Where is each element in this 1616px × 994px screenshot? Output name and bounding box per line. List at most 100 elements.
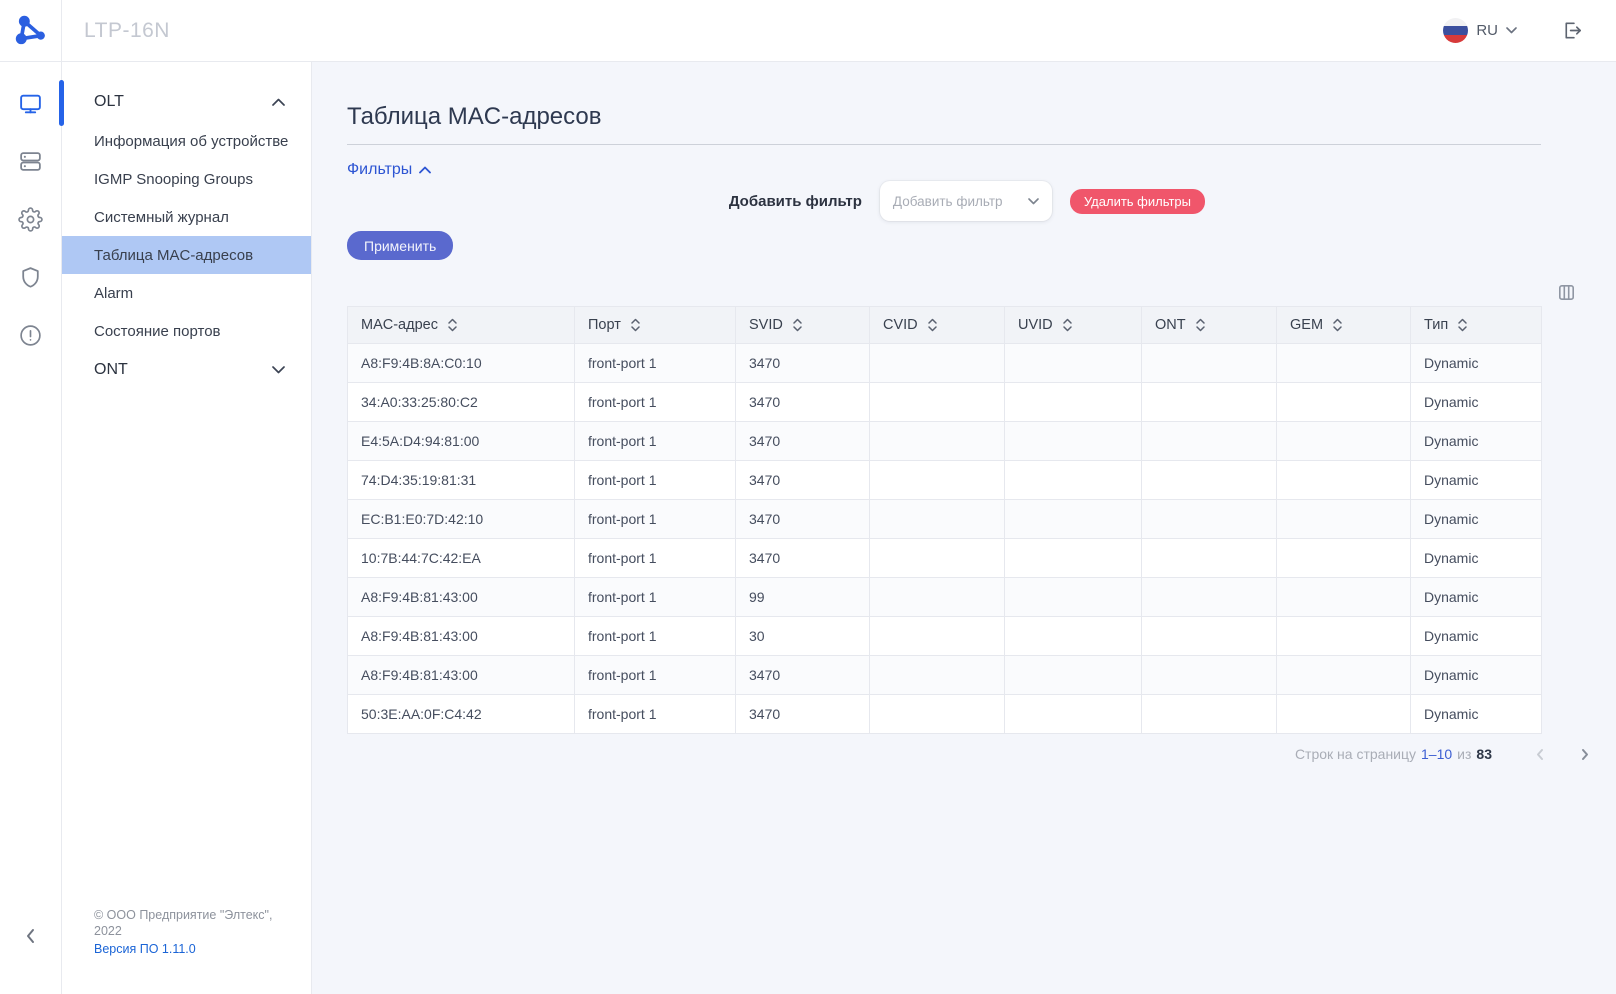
table-row: A8:F9:4B:81:43:00 front-port 1 30 Dynamic (347, 616, 1542, 656)
sidebar-item-таблица-mac-адресов[interactable]: Таблица MAC-адресов (62, 236, 311, 274)
cell-mac: EC:B1:E0:7D:42:10 (347, 499, 575, 539)
rows-per-page-label: Строк на страницу (1294, 746, 1417, 762)
table-header-row: MAC-адрес Порт SVID (347, 306, 1542, 344)
column-header-label: MAC-адрес (361, 317, 438, 333)
rail-item-security[interactable] (14, 260, 48, 294)
cell-type: Dynamic (1410, 538, 1542, 578)
cell-port: front-port 1 (574, 382, 736, 422)
cell-mac: A8:F9:4B:81:43:00 (347, 577, 575, 617)
column-header-type[interactable]: Тип (1410, 306, 1542, 344)
cell-gem (1276, 421, 1411, 461)
column-header-port[interactable]: Порт (574, 306, 736, 344)
cell-uvid (1004, 577, 1142, 617)
cell-type: Dynamic (1410, 655, 1542, 695)
column-header-label: ONT (1155, 317, 1186, 333)
cell-cvid (869, 655, 1005, 695)
column-header-svid[interactable]: SVID (735, 306, 870, 344)
cell-mac: 10:7B:44:7C:42:EA (347, 538, 575, 578)
cell-port: front-port 1 (574, 616, 736, 656)
chevron-down-icon (1506, 27, 1517, 34)
sidebar: OLT Информация об устройстве IGMP Snoopi… (62, 62, 312, 994)
next-page-button[interactable] (1578, 747, 1592, 762)
cell-cvid (869, 499, 1005, 539)
chevron-down-icon (272, 98, 285, 106)
cell-svid: 99 (735, 577, 870, 617)
sidebar-item-системный-журнал[interactable]: Системный журнал (62, 198, 311, 236)
rail-item-monitoring[interactable] (14, 80, 64, 126)
column-header-gem[interactable]: GEM (1276, 306, 1411, 344)
sidebar-item-состояние-портов[interactable]: Состояние портов (62, 312, 311, 350)
sidebar-item-alarm[interactable]: Alarm (62, 274, 311, 312)
rail-item-modules[interactable] (14, 144, 48, 178)
language-label: RU (1476, 22, 1498, 39)
sidebar-item-информация-об-устройстве[interactable]: Информация об устройстве (62, 122, 311, 160)
column-header-mac[interactable]: MAC-адрес (347, 306, 575, 344)
menu-section-label: OLT (94, 93, 124, 110)
collapse-sidebar-button[interactable] (23, 928, 38, 944)
sidebar-section-olt[interactable]: OLT (62, 82, 311, 122)
previous-page-button[interactable] (1533, 747, 1547, 762)
table-toolbar (347, 283, 1576, 302)
column-header-cvid[interactable]: CVID (869, 306, 1005, 344)
column-header-uvid[interactable]: UVID (1004, 306, 1142, 344)
cell-cvid (869, 577, 1005, 617)
chevron-down-icon (1028, 197, 1039, 204)
topbar-actions: RU (1443, 18, 1584, 43)
sort-icon (1195, 318, 1205, 332)
table-row: 10:7B:44:7C:42:EA front-port 1 3470 Dynamic (347, 538, 1542, 578)
cell-ont (1141, 343, 1277, 383)
cell-uvid (1004, 499, 1142, 539)
sidebar-section-ont[interactable]: ONT (62, 350, 311, 390)
cell-uvid (1004, 538, 1142, 578)
cell-svid: 3470 (735, 460, 870, 500)
menu-item-label: Информация об устройстве (94, 132, 289, 150)
cell-gem (1276, 460, 1411, 500)
logout-button[interactable] (1561, 19, 1584, 42)
column-header-label: CVID (883, 317, 918, 333)
cell-mac: A8:F9:4B:81:43:00 (347, 616, 575, 656)
cell-uvid (1004, 694, 1142, 734)
cell-ont (1141, 616, 1277, 656)
rail-item-settings[interactable] (14, 202, 48, 236)
column-header-label: GEM (1290, 317, 1324, 333)
sort-icon (1333, 318, 1342, 332)
cell-cvid (869, 538, 1005, 578)
cell-type: Dynamic (1410, 577, 1542, 617)
modules-icon (20, 151, 41, 171)
cell-port: front-port 1 (574, 694, 736, 734)
cell-uvid (1004, 655, 1142, 695)
pagination: Строк на страницу 1–10 из 83 (347, 746, 1592, 762)
cell-port: front-port 1 (574, 577, 736, 617)
sort-icon (631, 318, 640, 332)
table-row: A8:F9:4B:81:43:00 front-port 1 99 Dynamic (347, 577, 1542, 617)
language-switcher[interactable]: RU (1443, 18, 1517, 43)
apply-button[interactable]: Применить (347, 231, 454, 260)
remove-filters-button[interactable]: Удалить фильтры (1069, 188, 1205, 214)
firmware-version-link[interactable]: Версия ПО 1.11.0 (94, 942, 196, 957)
rail-item-alarms[interactable] (14, 318, 48, 352)
russia-flag-icon (1443, 18, 1469, 43)
cell-mac: A8:F9:4B:8A:C0:10 (347, 343, 575, 383)
sort-icon (1062, 318, 1072, 332)
cell-uvid (1004, 343, 1142, 383)
cell-port: front-port 1 (574, 655, 736, 695)
cell-type: Dynamic (1410, 460, 1542, 500)
app-title: LTP-16N (84, 18, 170, 42)
cell-ont (1141, 694, 1277, 734)
cell-type: Dynamic (1410, 382, 1542, 422)
add-filter-select[interactable]: Добавить фильтр (879, 181, 1052, 221)
cell-port: front-port 1 (574, 538, 736, 578)
of-label: из (1457, 746, 1472, 762)
table-row: EC:B1:E0:7D:42:10 front-port 1 3470 Dynamic (347, 499, 1542, 539)
filter-row: Добавить фильтр Добавить фильтр Удалить … (347, 181, 1541, 221)
cell-cvid (869, 694, 1005, 734)
cell-ont (1141, 499, 1277, 539)
cell-gem (1276, 343, 1411, 383)
cell-gem (1276, 616, 1411, 656)
sidebar-item-igmp-snooping-groups[interactable]: IGMP Snooping Groups (62, 160, 311, 198)
filters-toggle[interactable]: Фильтры (347, 161, 432, 179)
cell-svid: 3470 (735, 655, 870, 695)
column-settings-button[interactable] (1557, 283, 1576, 302)
cell-mac: 34:A0:33:25:80:C2 (347, 382, 575, 422)
column-header-ont[interactable]: ONT (1141, 306, 1277, 344)
